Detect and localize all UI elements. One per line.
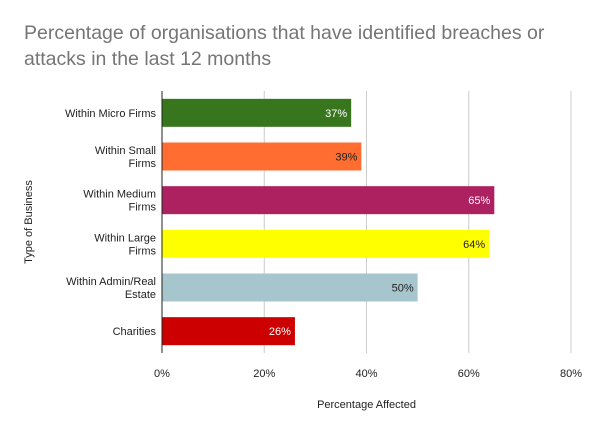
data-label: 50% bbox=[392, 283, 414, 295]
x-tick-label: 60% bbox=[458, 368, 480, 380]
x-tick-labels: 0% 20% 40% 60% 80% bbox=[154, 368, 582, 380]
bar bbox=[162, 142, 362, 171]
category-label: Within Micro Firms bbox=[65, 108, 157, 120]
bar bbox=[162, 273, 418, 302]
gridlines bbox=[263, 91, 572, 353]
category-labels: Within Micro Firms Within Small Firms Withi… bbox=[65, 108, 157, 338]
x-tick-label: 40% bbox=[355, 368, 377, 380]
category-label: Charities bbox=[113, 326, 157, 338]
category-label: Within Small Firms bbox=[95, 145, 157, 170]
bar bbox=[162, 229, 490, 258]
bars: 37% 39% 65% 64% 50% 26% bbox=[162, 98, 495, 346]
chart-title: Percentage of organisations that have id… bbox=[24, 22, 545, 70]
category-label: Within Large Firms bbox=[94, 232, 156, 257]
data-label: 39% bbox=[335, 152, 357, 164]
x-axis-title: Percentage Affected bbox=[317, 399, 416, 411]
x-tick-label: 20% bbox=[253, 368, 275, 380]
x-tick-label: 80% bbox=[560, 368, 582, 380]
category-label: Within Medium Firms bbox=[83, 189, 156, 214]
data-label: 64% bbox=[463, 239, 485, 251]
y-axis-title: Type of Business bbox=[23, 180, 35, 264]
data-label: 65% bbox=[468, 195, 490, 207]
data-label: 37% bbox=[325, 108, 347, 120]
bar bbox=[162, 98, 352, 127]
x-tick-label: 0% bbox=[154, 368, 170, 380]
category-label: Within Admin/Real Estate bbox=[66, 276, 156, 301]
bar bbox=[162, 186, 495, 215]
data-label: 26% bbox=[269, 326, 291, 338]
bar bbox=[162, 317, 295, 346]
